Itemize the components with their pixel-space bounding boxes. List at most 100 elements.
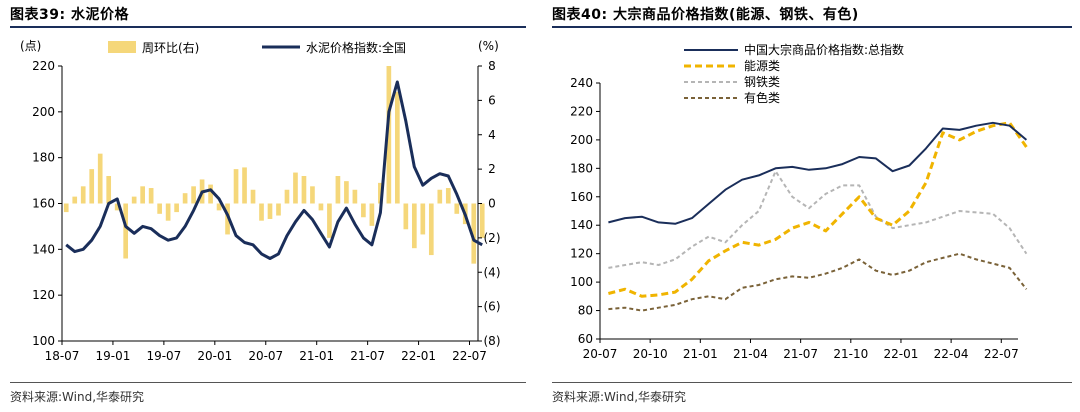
y-tick-label: 80 (578, 304, 593, 318)
x-tick-label: 22-07 (984, 347, 1019, 361)
series-line-1 (608, 121, 1028, 298)
y-axis-unit-left: (点) (20, 39, 41, 53)
weekly-change-bar (344, 181, 349, 204)
legend-label: 有色类 (744, 91, 780, 105)
weekly-change-bar (428, 203, 434, 256)
weekly-change-bar (335, 176, 341, 204)
y2-tick-label: (4) (484, 265, 501, 279)
y-tick-label: 160 (32, 197, 55, 211)
weekly-change-bar (318, 203, 324, 211)
cement-price-index-line (65, 80, 483, 260)
x-tick-label: 21-01 (683, 347, 718, 361)
x-tick-label: 22-01 (884, 347, 919, 361)
weekly-change-bar (97, 153, 103, 204)
y-tick-label: 220 (570, 104, 593, 118)
y2-tick-label: 0 (488, 197, 496, 211)
y-tick-label: 200 (570, 133, 593, 147)
x-tick-label: 20-01 (197, 349, 232, 363)
y2-tick-label: (8) (484, 334, 501, 348)
y-tick-label: 60 (578, 332, 593, 346)
weekly-change-bar (148, 188, 154, 204)
source-divider (10, 382, 526, 383)
series-line-0 (608, 121, 1028, 225)
weekly-change-bar (182, 193, 188, 204)
y2-tick-label: 8 (488, 59, 496, 73)
cement-price-chart: (点) (%) 220 200 180 160 140 120 100 8 6 4 2 0 (2) (4) (6… (20, 39, 501, 363)
weekly-change-bar (403, 203, 409, 230)
y-tick-label: 120 (570, 247, 593, 261)
weekly-change-bar (411, 203, 417, 249)
weekly-change-bar (479, 203, 485, 238)
weekly-change-bar (471, 203, 477, 264)
weekly-change-bar (454, 203, 460, 214)
weekly-change-bar (352, 189, 358, 204)
weekly-change-bar (114, 203, 120, 211)
series-line-3 (608, 252, 1028, 312)
weekly-change-bar (233, 169, 239, 204)
title-divider (10, 26, 526, 28)
weekly-change-bar (106, 176, 112, 204)
y-tick-label: 120 (32, 288, 55, 302)
weekly-change-bar (284, 189, 290, 204)
weekly-change-bar (259, 203, 264, 221)
weekly-change-bar (216, 203, 222, 211)
legend-label: 中国大宗商品价格指数:总指数 (744, 42, 904, 57)
weekly-change-bar (72, 196, 78, 204)
x-tick-label: 21-07 (350, 349, 385, 363)
weekly-change-bar (165, 203, 171, 221)
x-tick-label: 22-04 (934, 347, 969, 361)
y-tick-label: 100 (570, 275, 593, 289)
y-tick-label: 180 (32, 151, 55, 165)
x-tick-label: 19-07 (146, 349, 181, 363)
weekly-change-bar (361, 203, 366, 218)
x-tick-label: 22-01 (401, 349, 436, 363)
x-tick-label: 20-07 (248, 349, 283, 363)
weekly-change-bar (445, 188, 451, 204)
x-tick-label: 20-07 (583, 347, 618, 361)
weekly-change-bar (140, 186, 145, 204)
weekly-change-bar (327, 203, 332, 238)
x-tick-label: 21-07 (783, 347, 818, 361)
y-tick-label: 220 (32, 59, 55, 73)
weekly-change-bar (208, 184, 213, 204)
figure-title: 图表39: 水泥价格 (10, 7, 129, 23)
y2-tick-label: (6) (484, 300, 501, 314)
x-tick-label: 22-07 (452, 349, 487, 363)
x-tick-label: 20-10 (633, 347, 668, 361)
y-tick-label: 180 (570, 161, 593, 175)
figure-title: 图表40: 大宗商品价格指数(能源、钢铁、有色) (552, 7, 859, 23)
x-tick-label: 21-01 (299, 349, 334, 363)
weekly-change-bar (293, 172, 298, 204)
y-tick-label: 140 (570, 218, 593, 232)
weekly-change-bar (250, 189, 256, 204)
source-divider (552, 382, 1072, 383)
x-tick-label: 19-01 (96, 349, 131, 363)
y2-tick-label: (2) (484, 231, 501, 245)
weekly-change-bar (369, 203, 375, 226)
weekly-change-bar (89, 169, 95, 204)
legend-swatch-bar (108, 41, 136, 53)
weekly-change-bar (157, 203, 162, 214)
y-tick-label: 160 (570, 190, 593, 204)
weekly-change-bar (310, 186, 315, 204)
legend-label: 周环比(右) (142, 40, 199, 55)
y2-tick-label: 2 (488, 162, 496, 176)
weekly-change-bar (420, 203, 426, 235)
y-axis-unit-right: (%) (478, 39, 499, 53)
weekly-change-bar (131, 196, 137, 204)
source-note: 资料来源:Wind,华泰研究 (10, 390, 145, 404)
y2-tick-label: 6 (488, 93, 496, 107)
x-tick-label: 21-10 (833, 347, 868, 361)
weekly-change-bar (267, 203, 273, 219)
weekly-change-bar (386, 66, 392, 204)
cement-price-figure: 图表39: 水泥价格 (点) (%) 220 200 180 160 140 120 100 8 6… (0, 0, 528, 412)
weekly-change-bar (80, 186, 86, 204)
title-divider (552, 26, 1072, 28)
weekly-change-bar (378, 182, 383, 204)
y-tick-label: 240 (570, 76, 593, 90)
y-tick-label: 100 (32, 334, 55, 348)
legend-label: 能源类 (744, 59, 780, 73)
series-line-2 (608, 170, 1028, 269)
y-tick-label: 140 (32, 242, 55, 256)
